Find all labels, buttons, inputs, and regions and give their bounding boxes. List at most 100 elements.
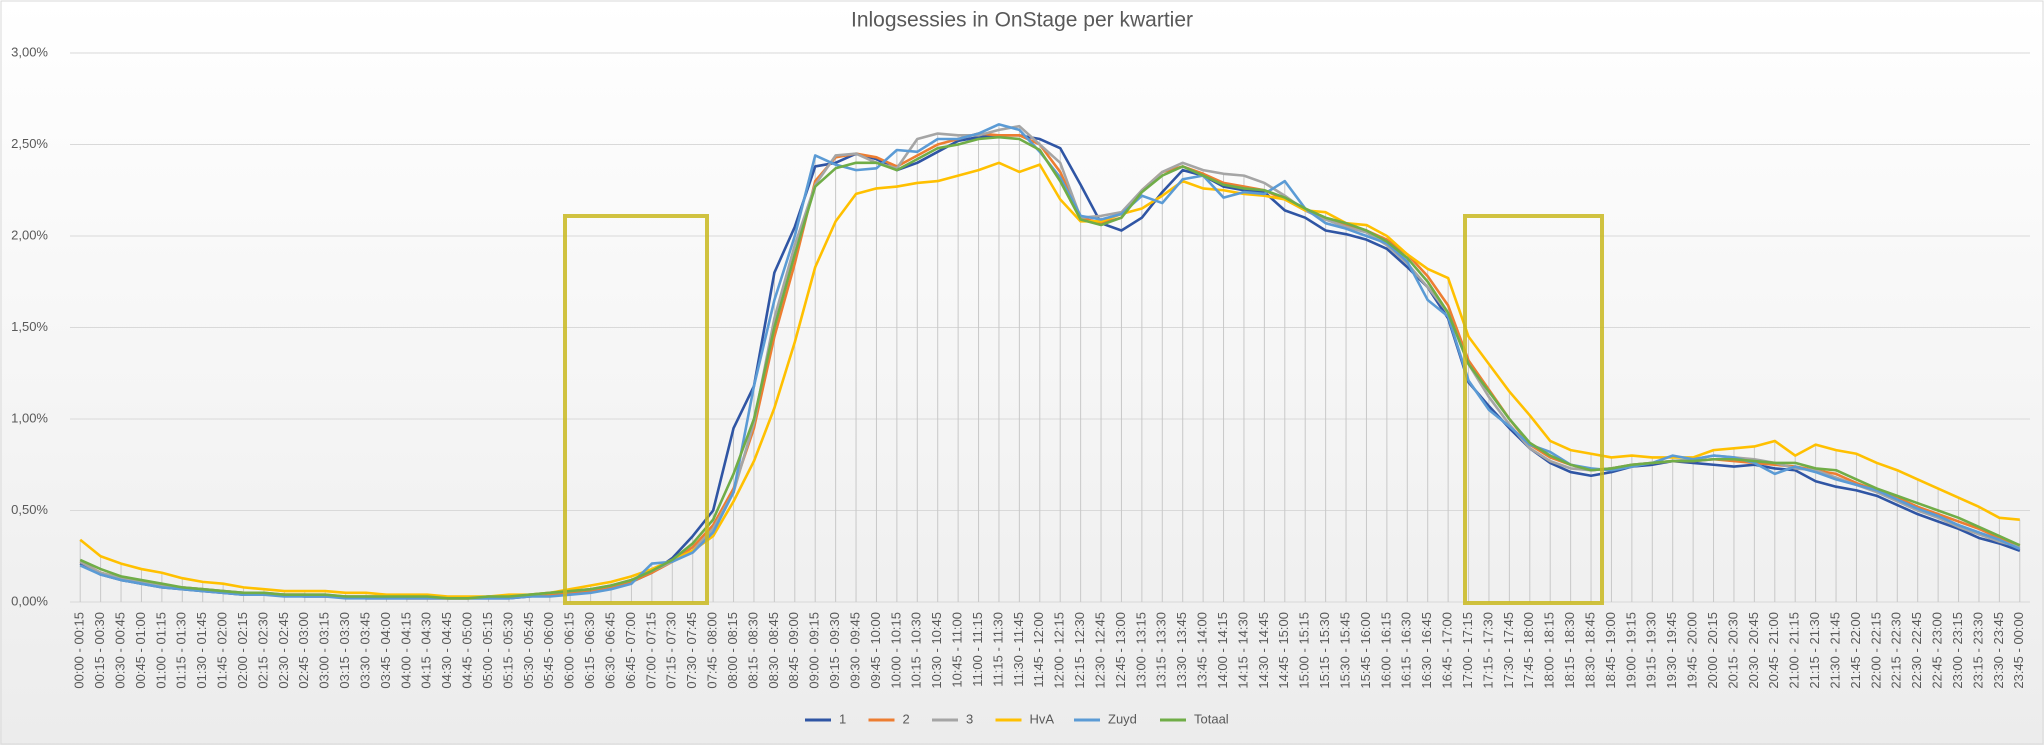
x-tick-label: 02:00 - 02:15 (235, 612, 250, 689)
x-tick-label: 08:15 - 08:30 (745, 612, 760, 689)
x-tick-label: 18:15 - 18:30 (1562, 612, 1577, 689)
x-tick-label: 07:45 - 08:00 (705, 612, 720, 689)
x-tick-label: 04:00 - 04:15 (398, 612, 413, 689)
x-tick-label: 05:15 - 05:30 (500, 612, 515, 689)
x-tick-label: 01:00 - 01:15 (153, 612, 168, 689)
x-tick-label: 11:45 - 12:00 (1031, 612, 1046, 688)
legend-label: HvA (1030, 711, 1055, 726)
x-tick-label: 16:45 - 17:00 (1440, 612, 1455, 689)
y-tick-label: 2,50% (11, 136, 48, 151)
x-tick-label: 17:15 - 17:30 (1480, 612, 1495, 689)
x-tick-label: 14:15 - 14:30 (1235, 612, 1250, 689)
x-tick-label: 20:45 - 21:00 (1766, 612, 1781, 689)
highlight-box (563, 214, 709, 605)
x-tick-label: 17:45 - 18:00 (1521, 612, 1536, 689)
x-tick-label: 18:00 - 18:15 (1542, 612, 1557, 689)
x-tick-label: 03:15 - 03:30 (337, 612, 352, 689)
x-tick-label: 23:45 - 00:00 (2011, 612, 2026, 689)
x-tick-label: 12:15 - 12:30 (1072, 612, 1087, 689)
x-tick-label: 03:00 - 03:15 (317, 612, 332, 689)
x-tick-label: 09:30 - 09:45 (847, 612, 862, 689)
legend-label: 3 (966, 711, 973, 726)
x-tick-label: 03:30 - 03:45 (357, 612, 372, 689)
x-tick-label: 06:15 - 06:30 (582, 612, 597, 689)
x-tick-label: 12:45 - 13:00 (1113, 612, 1128, 689)
x-tick-label: 02:30 - 02:45 (276, 612, 291, 689)
y-tick-label: 2,00% (11, 227, 48, 242)
y-tick-label: 1,00% (11, 410, 48, 425)
x-tick-label: 23:30 - 23:45 (1991, 612, 2006, 689)
x-tick-label: 20:00 - 20:15 (1705, 612, 1720, 689)
x-tick-label: 21:30 - 21:45 (1827, 612, 1842, 689)
legend-label: Totaal (1194, 711, 1229, 726)
lines-layer (79, 123, 2021, 600)
legend-label: 2 (903, 711, 910, 726)
x-tick-label: 14:00 - 14:15 (1215, 612, 1230, 689)
x-tick-label: 07:15 - 07:30 (664, 612, 679, 689)
x-tick-label: 08:45 - 09:00 (786, 612, 801, 689)
x-tick-label: 20:15 - 20:30 (1725, 612, 1740, 689)
x-tick-label: 04:15 - 04:30 (419, 612, 434, 689)
x-tick-label: 13:45 - 14:00 (1195, 612, 1210, 689)
x-tick-label: 21:15 - 21:30 (1807, 612, 1822, 689)
x-tick-label: 23:15 - 23:30 (1970, 612, 1985, 689)
x-tick-label: 15:30 - 15:45 (1337, 612, 1352, 689)
x-tick-label: 22:15 - 22:30 (1889, 612, 1904, 689)
x-tick-label: 09:45 - 10:00 (868, 612, 883, 689)
x-tick-label: 22:00 - 22:15 (1868, 612, 1883, 689)
x-tick-label: 06:00 - 06:15 (562, 612, 577, 689)
x-tick-label: 06:30 - 06:45 (602, 612, 617, 689)
x-tick-label: 13:00 - 13:15 (1133, 612, 1148, 689)
x-tick-label: 16:30 - 16:45 (1419, 612, 1434, 689)
y-tick-label: 0,50% (11, 502, 48, 517)
y-tick-label: 1,50% (11, 319, 48, 334)
x-tick-label: 10:00 - 10:15 (888, 612, 903, 689)
x-tick-label: 19:30 - 19:45 (1664, 612, 1679, 689)
x-tick-label: 00:45 - 01:00 (133, 612, 148, 689)
x-tick-label: 23:00 - 23:15 (1950, 612, 1965, 689)
x-tick-label: 00:15 - 00:30 (92, 612, 107, 689)
x-tick-label: 05:30 - 05:45 (521, 612, 536, 689)
legend-label: Zuyd (1108, 711, 1137, 726)
y-tick-label: 3,00% (11, 44, 48, 59)
x-tick-label: 00:00 - 00:15 (72, 612, 87, 689)
x-tick-label: 09:00 - 09:15 (807, 612, 822, 689)
x-tick-label: 17:00 - 17:15 (1460, 612, 1475, 689)
x-tick-label: 04:30 - 04:45 (439, 612, 454, 689)
x-tick-label: 15:15 - 15:30 (1317, 612, 1332, 689)
x-tick-label: 22:30 - 22:45 (1909, 612, 1924, 689)
x-tick-label: 11:30 - 11:45 (1011, 612, 1026, 687)
x-tick-label: 15:00 - 15:15 (1297, 612, 1312, 689)
x-tick-label: 10:30 - 10:45 (929, 612, 944, 689)
x-tick-label: 07:30 - 07:45 (684, 612, 699, 689)
x-tick-label: 05:45 - 06:00 (541, 612, 556, 689)
x-tick-label: 15:45 - 16:00 (1358, 612, 1373, 689)
x-tick-label: 12:00 - 12:15 (1052, 612, 1067, 689)
x-tick-label: 14:45 - 15:00 (1276, 612, 1291, 689)
chart-title: Inlogsessies in OnStage per kwartier (851, 9, 1193, 32)
x-tick-label: 01:45 - 02:00 (215, 612, 230, 689)
x-tick-label: 11:15 - 11:30 (990, 612, 1005, 687)
x-tick-label: 21:00 - 21:15 (1787, 612, 1802, 689)
x-tick-label: 08:30 - 08:45 (766, 612, 781, 689)
x-tick-label: 21:45 - 22:00 (1848, 612, 1863, 689)
x-tick-label: 04:45 - 05:00 (460, 612, 475, 689)
x-tick-label: 01:15 - 01:30 (174, 612, 189, 689)
x-tick-label: 16:15 - 16:30 (1399, 612, 1414, 689)
x-tick-label: 19:15 - 19:30 (1644, 612, 1659, 689)
x-tick-label: 16:00 - 16:15 (1378, 612, 1393, 689)
x-tick-label: 07:00 - 07:15 (643, 612, 658, 689)
x-tick-label: 10:15 - 10:30 (909, 612, 924, 689)
x-tick-label: 03:45 - 04:00 (378, 612, 393, 689)
x-tick-label: 22:45 - 23:00 (1930, 612, 1945, 689)
y-tick-label: 0,00% (11, 593, 48, 608)
x-tick-label: 02:15 - 02:30 (255, 612, 270, 689)
x-tick-label: 18:45 - 19:00 (1603, 612, 1618, 689)
x-tick-label: 20:30 - 20:45 (1746, 612, 1761, 689)
labels-layer: 0,00% 0,50% 1,00% 1,50% 2,00% 2,50% 3,00% 00:00… (11, 44, 2026, 726)
x-tick-label: 00:30 - 00:45 (112, 612, 127, 689)
x-tick-label: 12:30 - 12:45 (1092, 612, 1107, 689)
